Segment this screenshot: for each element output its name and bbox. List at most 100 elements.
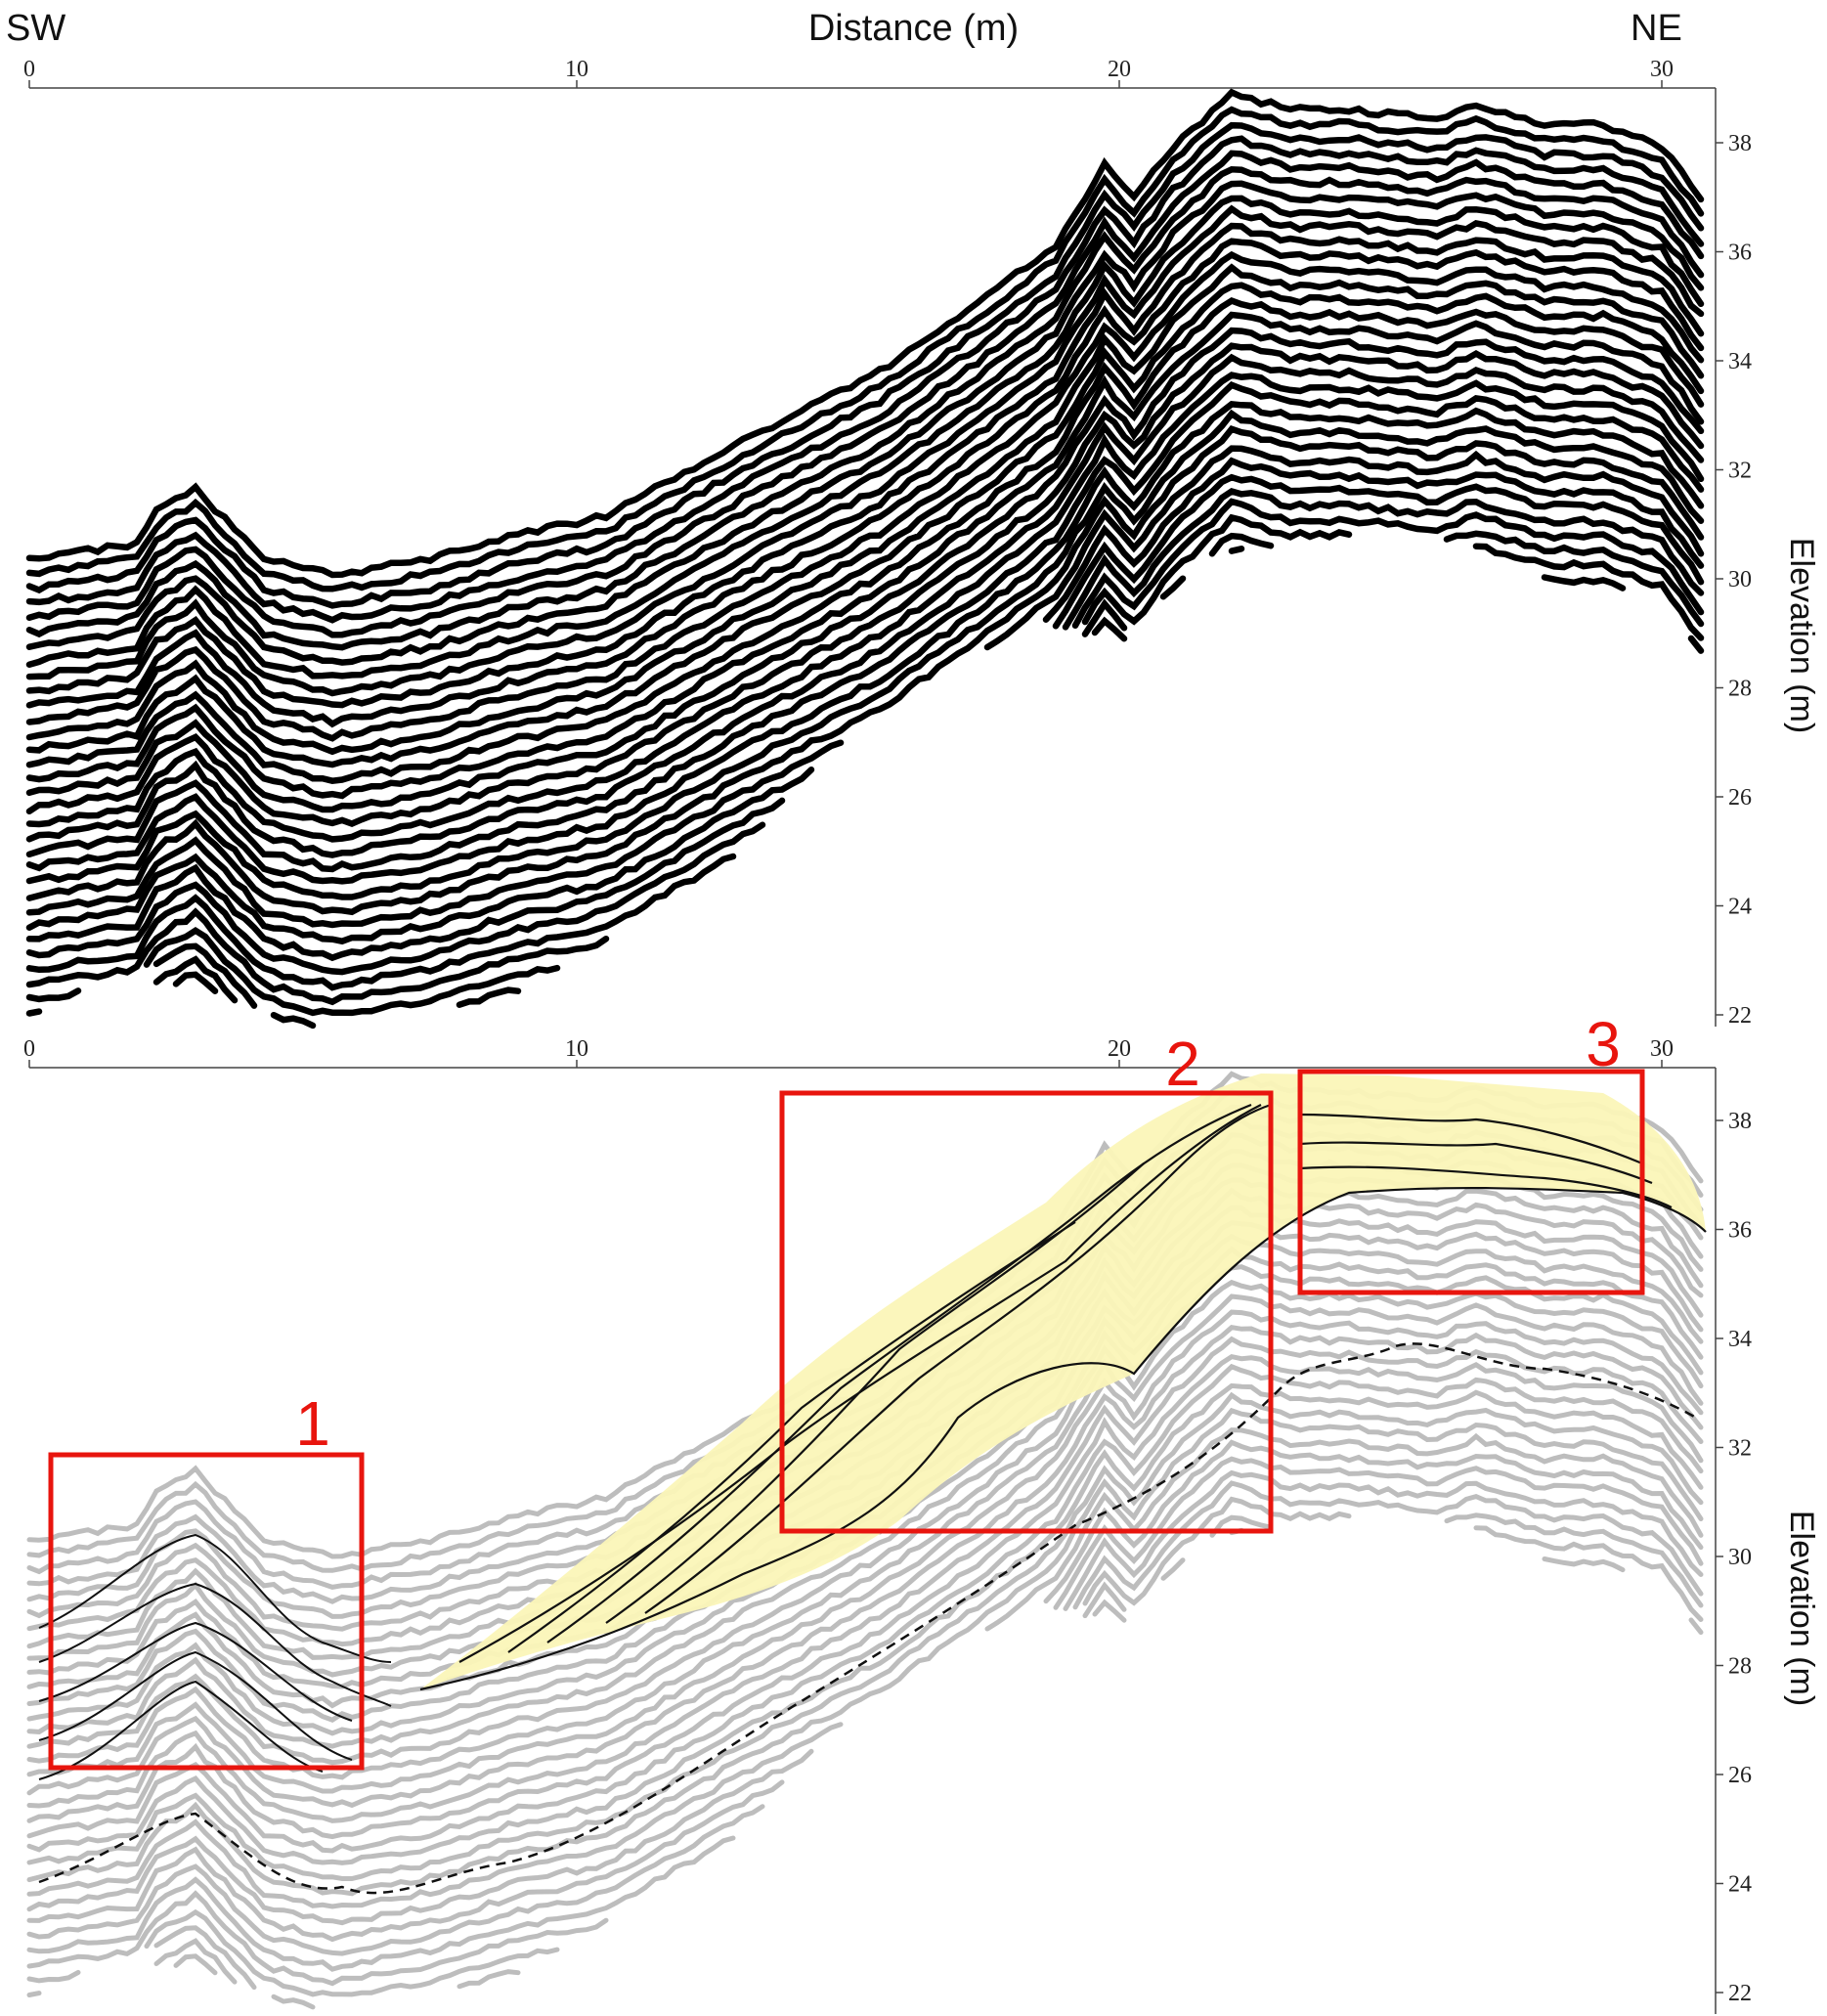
reflector-line: [25, 106, 1705, 592]
reflector-line: [26, 1264, 1704, 1749]
highlight-boxes: 1 2 3: [48, 1009, 1645, 1771]
reflector-line: [25, 88, 1705, 579]
reflector-line: [25, 204, 1705, 697]
reflector-line: [25, 238, 1705, 728]
y-tick-label: 22: [1728, 1981, 1752, 2006]
reflector-line: [25, 180, 1705, 666]
reflector-line: [25, 473, 1705, 962]
y-tick-label: 24: [1728, 895, 1752, 920]
x-tick-label: 10: [565, 1036, 588, 1062]
reflector-line: [173, 1953, 218, 1976]
sw-label: SW: [6, 8, 66, 49]
interpreted-reflector: [419, 1186, 1707, 1691]
reflector-line: [26, 1382, 1704, 1865]
interpreted-reflector: [1299, 1165, 1673, 1208]
reflector-line: [25, 195, 1705, 679]
reflector-line: [25, 498, 1705, 991]
reflector-line: [25, 381, 1705, 873]
interpreted-reflector: [38, 1533, 392, 1663]
reflector-line: [26, 1391, 1704, 1881]
reflector-line: [25, 282, 1705, 768]
reflector-line: [26, 1469, 1704, 1956]
reflector-line: [172, 971, 219, 994]
y-tick-label: 34: [1728, 1327, 1752, 1352]
reflector-line: [25, 311, 1705, 800]
reflector-line: [25, 135, 1705, 624]
reflector-line: [25, 532, 1705, 1017]
reflector-line: [25, 353, 1705, 843]
reflector-line: [26, 1363, 1704, 1854]
reflector-line: [26, 1427, 1704, 1909]
reflector-line: [25, 445, 1705, 929]
y-tick-label: 36: [1728, 241, 1752, 266]
reflector-line: [25, 487, 1705, 976]
reflector-line: [25, 513, 1705, 1006]
interpreted-reflector: [507, 1221, 1076, 1653]
y-axis-label-top: Elevation (m): [1783, 538, 1820, 733]
interpreted-reflector: [38, 1582, 392, 1707]
reflector-line: [26, 1293, 1704, 1780]
box-1-label: 1: [295, 1388, 330, 1459]
interpreted-reflector: [1299, 1113, 1643, 1165]
interpreted-lines: [38, 1103, 1707, 1895]
reflector-line: [25, 327, 1705, 813]
reflector-line: [26, 1456, 1704, 1943]
reflector-line: [25, 222, 1705, 709]
reflector-line: [25, 263, 1705, 756]
reflector-line: [25, 150, 1705, 638]
box-1: [48, 1452, 365, 1771]
reflector-line: [26, 1325, 1704, 1809]
y-tick-label: 34: [1728, 349, 1752, 374]
reflector-line: [26, 1309, 1704, 1794]
y-tick-label: 24: [1728, 1872, 1752, 1898]
reflector-line: [25, 250, 1705, 742]
box-3: [1297, 1069, 1645, 1295]
y-tick-label: 32: [1728, 459, 1752, 484]
x-axis-title: Distance (m): [807, 8, 1020, 49]
reflector-line: [25, 409, 1705, 900]
reflector-line: [26, 1439, 1704, 1926]
y-axis-label-bottom: Elevation (m): [1783, 1511, 1820, 1706]
reflector-line: [25, 121, 1705, 609]
highlighted-unit: [420, 1074, 1706, 1689]
x-tick-label: 30: [1650, 57, 1674, 82]
y-tick-label: 22: [1728, 1003, 1752, 1029]
reflector-line: [25, 546, 1705, 1030]
reflector-line: [25, 457, 1705, 945]
box-2: [779, 1090, 1274, 1534]
y-tick-label: 38: [1728, 131, 1752, 156]
x-tick-label: 30: [1650, 1036, 1674, 1062]
y-ticks-bottom: 38 36 34 32 30 28 26 24 22: [1716, 1109, 1752, 2006]
box-3-label: 3: [1586, 1009, 1621, 1079]
y-tick-label: 28: [1728, 1654, 1752, 1680]
interpreted-reflector: [605, 1162, 1145, 1624]
y-ticks-top: 38 36 34 32 30 28 26 24 22: [1716, 131, 1752, 1029]
dashed-base-reflector: [38, 1342, 1697, 1895]
reflector-line: [25, 401, 1705, 885]
highlighted-unit-fill: [420, 1074, 1706, 1689]
x-ticks-bottom: 0 10 20 30: [23, 1036, 1674, 1068]
reflector-line: [25, 424, 1705, 916]
interpreted-reflector: [38, 1650, 353, 1761]
reflector-line: [26, 1514, 1704, 1997]
interpreted-reflector: [38, 1621, 353, 1722]
interpreted-reflector: [458, 1104, 1262, 1663]
interpreted-reflector: [38, 1680, 324, 1780]
x-tick-label: 0: [23, 1036, 35, 1062]
ne-label: NE: [1631, 8, 1682, 49]
y-tick-label: 30: [1728, 567, 1752, 592]
box-2-label: 2: [1165, 1029, 1200, 1099]
y-tick-label: 26: [1728, 1763, 1752, 1788]
reflector-line: [25, 166, 1705, 651]
y-tick-label: 28: [1728, 677, 1752, 702]
interpreted-reflector: [546, 1103, 1252, 1643]
x-tick-label: 20: [1108, 1036, 1131, 1062]
interpreted-reflector: [644, 1103, 1272, 1614]
raw-gpr-panel: 0 10 20 30 38 36 34 32 30 28 26 24 22 Elevation (m): [23, 57, 1820, 1030]
reflector-line: [25, 297, 1705, 784]
x-ticks-top: 0 10 20 30: [23, 57, 1674, 88]
y-tick-label: 36: [1728, 1218, 1752, 1244]
reflector-line: [26, 1496, 1704, 1987]
